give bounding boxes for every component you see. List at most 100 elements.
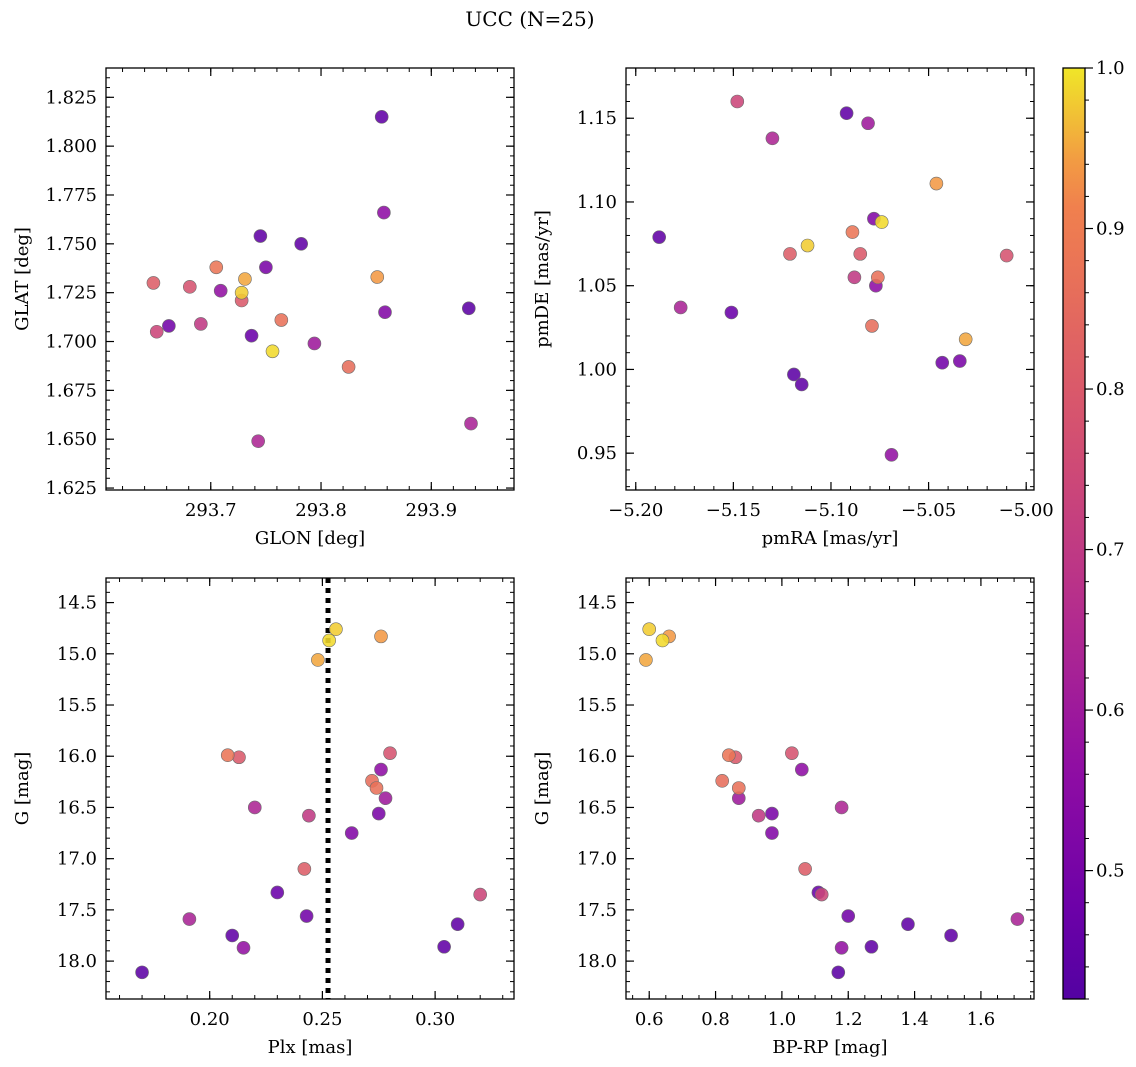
x-tick-label: 0.25 <box>302 1009 342 1030</box>
data-point <box>247 800 262 815</box>
data-point <box>722 748 736 763</box>
data-point <box>798 862 812 876</box>
figure-title: UCC (N=25) <box>465 7 594 31</box>
data-point <box>765 826 779 840</box>
data-point <box>299 909 314 923</box>
data-point <box>344 826 359 840</box>
data-point <box>253 229 268 243</box>
x-axis-label: pmRA [mas/yr] <box>762 528 899 549</box>
data-point <box>307 336 322 351</box>
y-tick-label: 17.0 <box>57 849 97 870</box>
scatter-panel: −5.20 −5.15 −5.10 −5.05 −5.00 0.95 1.00 1.05 1.1… <box>532 67 1054 549</box>
data-point <box>874 215 889 229</box>
data-point <box>213 283 228 298</box>
data-point <box>450 917 465 932</box>
y-tick-label: 15.0 <box>577 644 617 665</box>
data-point <box>1010 912 1025 926</box>
data-point <box>374 629 388 644</box>
data-point <box>787 367 801 382</box>
data-point <box>374 110 389 124</box>
y-axis-label: G [mag] <box>12 752 33 825</box>
data-point <box>369 781 384 795</box>
y-tick-label: 16.5 <box>57 797 97 818</box>
y-tick-label: 0.95 <box>577 443 617 464</box>
colorbar-tick-label: 1.0 <box>1096 58 1125 79</box>
x-axis-label: BP-RP [mag] <box>772 1037 887 1058</box>
data-point <box>377 205 391 220</box>
y-tick-label: 1.15 <box>577 108 617 129</box>
data-point <box>135 965 149 980</box>
data-point <box>765 131 780 146</box>
data-point <box>831 965 846 980</box>
x-tick-label: 0.6 <box>635 1009 664 1030</box>
y-tick-label: 1.10 <box>577 192 617 213</box>
data-point <box>183 280 197 294</box>
data-point <box>220 748 235 763</box>
x-tick-label: 1.4 <box>900 1009 929 1030</box>
data-point <box>785 746 799 760</box>
plot-frame <box>105 577 515 1000</box>
data-point <box>853 247 868 261</box>
y-tick-label: 1.725 <box>45 283 97 304</box>
y-tick-label: 15.0 <box>57 644 97 665</box>
data-point <box>834 800 849 815</box>
x-tick-label: 1.0 <box>768 1009 797 1030</box>
y-tick-label: 15.5 <box>577 695 617 716</box>
data-point <box>783 247 797 261</box>
colorbar-tick-label: 0.5 <box>1096 861 1125 882</box>
x-tick-label: 1.6 <box>967 1009 996 1030</box>
data-point <box>847 270 862 285</box>
data-point <box>884 448 899 462</box>
data-point <box>958 332 973 347</box>
data-point <box>724 305 739 320</box>
data-point <box>329 622 343 637</box>
x-tick-label: −5.15 <box>706 500 761 521</box>
x-tick-label: 0.8 <box>701 1009 730 1030</box>
y-tick-label: 1.00 <box>577 359 617 380</box>
data-point <box>473 887 487 902</box>
data-point <box>944 928 958 943</box>
x-tick-label: −5.10 <box>803 500 858 521</box>
data-point <box>234 285 249 300</box>
x-tick-label: 293.8 <box>295 500 347 521</box>
data-point <box>794 377 809 392</box>
colorbar: 0.5 0.6 0.7 0.8 0.9 1.0 <box>1062 58 1125 1000</box>
x-tick-label: 293.9 <box>406 500 458 521</box>
y-tick-label: 15.5 <box>57 695 97 716</box>
data-point <box>244 328 259 343</box>
data-point <box>225 928 240 943</box>
y-axis-label: G [mag] <box>532 752 553 825</box>
y-tick-label: 16.5 <box>577 797 617 818</box>
y-tick-label: 14.5 <box>577 593 617 614</box>
scatter-panel: 0.6 0.8 1.0 1.2 1.4 1.6 14.5 15.0 15.5 16.0 16.5 17… <box>532 577 1035 1058</box>
y-tick-label: 17.5 <box>577 900 617 921</box>
plot-frame <box>105 67 515 491</box>
x-tick-label: 293.7 <box>185 500 237 521</box>
y-tick-label: 17.5 <box>57 900 97 921</box>
data-point <box>370 270 385 284</box>
x-tick-label: −5.05 <box>901 500 956 521</box>
y-tick-label: 18.0 <box>57 951 97 972</box>
data-point <box>149 324 164 339</box>
data-point <box>655 633 670 648</box>
x-tick-label: −5.00 <box>999 500 1054 521</box>
plot-frame <box>625 67 1035 491</box>
data-point <box>800 238 815 253</box>
y-tick-label: 14.5 <box>57 593 97 614</box>
x-tick-label: 0.30 <box>415 1009 455 1030</box>
colorbar-frame <box>1062 67 1086 1000</box>
scatter-panel: 293.7 293.8 293.9 1.625 1.650 1.675 1.700 1.725… <box>12 67 515 549</box>
data-point <box>751 808 766 823</box>
data-point <box>182 912 197 926</box>
data-point <box>642 622 657 637</box>
data-point <box>322 633 336 648</box>
colorbar-tick-label: 0.7 <box>1096 540 1125 561</box>
data-point <box>864 939 879 954</box>
colorbar-tick-label: 0.9 <box>1096 219 1125 240</box>
data-point <box>371 806 386 821</box>
data-point <box>162 319 176 333</box>
data-point <box>795 762 809 777</box>
data-point <box>839 106 854 121</box>
data-point <box>297 862 312 876</box>
